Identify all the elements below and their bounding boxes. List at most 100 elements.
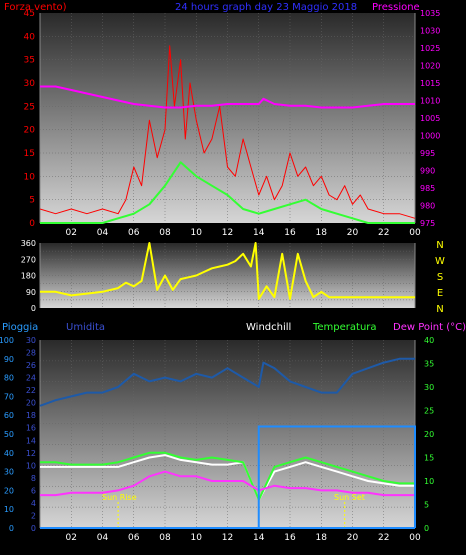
windchill-label: Windchill — [246, 322, 291, 333]
compass-label: S — [437, 272, 443, 283]
y-left-tick-label: 30 — [24, 79, 36, 89]
y-left-tick-label: 25 — [24, 102, 35, 112]
x-tick-label: 20 — [347, 533, 359, 543]
y-right-tick-label: 975 — [420, 219, 435, 228]
x-tick-label: 12 — [222, 228, 233, 238]
sunset-label: Sun Set — [334, 493, 365, 502]
y-left-inner-tick-label: 12 — [26, 449, 36, 458]
y-left-inner-tick-label: 22 — [26, 386, 36, 395]
y-right-tick-label: 5 — [424, 501, 429, 510]
y-left-outer-tick-label: 50 — [4, 430, 14, 439]
y-left-inner-tick-label: 2 — [31, 511, 36, 520]
y-right-tick-label: 1020 — [420, 62, 440, 71]
x-tick-label: 14 — [253, 228, 265, 238]
x-tick-label: 22 — [378, 533, 389, 543]
series-vento-medio — [40, 161, 415, 224]
y-right-tick-label: 25 — [424, 407, 434, 416]
x-tick-label: 00 — [409, 228, 421, 238]
compass-label: E — [437, 288, 443, 299]
y-left-inner-tick-label: 28 — [26, 349, 36, 358]
y-left-inner-tick-label: 18 — [26, 411, 36, 420]
y-right-tick-label: 980 — [420, 202, 435, 211]
x-tick-label: 00 — [409, 533, 421, 543]
y-left-inner-tick-label: 14 — [26, 436, 36, 445]
axes: 02 04 06 08 10 12 14 16 18 20 22 000510152025303540… — [0, 9, 445, 543]
y-right-tick-label: 1015 — [420, 79, 440, 88]
pressure-axis-label: Pressione — [372, 2, 420, 13]
x-tick-label: 04 — [97, 228, 109, 238]
y-right-tick-label: 995 — [420, 149, 435, 158]
y-left-inner-tick-label: 24 — [26, 374, 36, 383]
y-left-inner-tick-label: 6 — [31, 486, 36, 495]
y-left-outer-tick-label: 0 — [9, 524, 14, 533]
y-right-tick-label: 0 — [424, 524, 429, 533]
series-dew-point-c — [40, 470, 415, 497]
x-tick-label: 20 — [347, 228, 359, 238]
y-left-tick-label: 0 — [29, 219, 35, 229]
y-left-outer-tick-label: 30 — [4, 468, 14, 477]
y-right-tick-label: 990 — [420, 167, 435, 176]
x-tick-label: 10 — [191, 533, 203, 543]
y-left-tick-label: 40 — [24, 32, 36, 42]
series-pressione — [40, 85, 415, 109]
y-tick-label: 0 — [31, 304, 36, 313]
compass-label: N — [436, 240, 443, 251]
humidity-label: Umidita — [66, 322, 105, 333]
y-right-tick-label: 30 — [424, 383, 434, 392]
y-left-inner-tick-label: 10 — [26, 461, 36, 470]
y-tick-label: 360 — [21, 239, 36, 248]
y-right-tick-label: 1010 — [420, 97, 440, 106]
y-left-outer-tick-label: 20 — [4, 486, 14, 495]
x-tick-label: 02 — [66, 228, 77, 238]
x-tick-label: 10 — [191, 228, 203, 238]
y-right-tick-label: 1005 — [420, 114, 440, 123]
temperature-label: Temperatura — [312, 322, 377, 333]
x-tick-label: 14 — [253, 533, 265, 543]
y-left-outer-tick-label: 80 — [4, 374, 14, 383]
x-tick-label: 18 — [316, 533, 328, 543]
x-tick-label: 08 — [159, 228, 171, 238]
y-right-tick-label: 20 — [424, 430, 434, 439]
y-right-tick-label: 10 — [424, 477, 434, 486]
wind-axis-label: Forza vento) — [4, 2, 67, 13]
x-tick-label: 18 — [316, 228, 328, 238]
series-forza-vento — [39, 45, 416, 219]
y-left-tick-label: 45 — [24, 9, 35, 19]
x-tick-label: 02 — [66, 533, 77, 543]
y-left-tick-label: 10 — [24, 172, 36, 182]
y-right-tick-label: 1025 — [420, 44, 440, 53]
y-left-inner-tick-label: 4 — [31, 499, 36, 508]
y-right-tick-label: 985 — [420, 184, 435, 193]
y-tick-label: 90 — [26, 288, 36, 297]
x-tick-label: 16 — [284, 533, 296, 543]
x-tick-label: 06 — [128, 228, 140, 238]
dewpoint-label: Dew Point (°C) — [393, 322, 466, 333]
y-left-tick-label: 15 — [24, 149, 35, 159]
rain-label: Pioggia — [2, 322, 38, 333]
rain-cumulative-line — [257, 425, 416, 528]
y-left-tick-label: 5 — [29, 196, 35, 206]
y-right-tick-label: 40 — [424, 336, 434, 345]
series-direzione-vento — [40, 242, 415, 300]
y-right-tick-label: 1030 — [420, 27, 440, 36]
compass-label: W — [435, 256, 445, 267]
series-umidita — [39, 357, 415, 407]
y-tick-label: 270 — [21, 255, 36, 264]
y-left-outer-tick-label: 10 — [4, 505, 14, 514]
y-right-tick-label: 15 — [424, 454, 434, 463]
y-left-tick-label: 20 — [24, 126, 36, 136]
x-tick-label: 06 — [128, 533, 140, 543]
y-right-tick-label: 35 — [424, 360, 434, 369]
y-left-tick-label: 35 — [24, 56, 35, 66]
y-right-tick-label: 1000 — [420, 132, 440, 141]
chart-title: 24 hours graph day 23 Maggio 2018 — [175, 2, 357, 13]
y-left-outer-tick-label: 90 — [4, 355, 14, 364]
x-tick-label: 22 — [378, 228, 389, 238]
compass-label: N — [436, 304, 443, 315]
y-left-inner-tick-label: 0 — [31, 524, 36, 533]
series-layer — [39, 45, 416, 529]
y-right-tick-label: 1035 — [420, 9, 440, 18]
y-left-inner-tick-label: 8 — [31, 474, 36, 483]
y-left-inner-tick-label: 30 — [26, 336, 36, 345]
